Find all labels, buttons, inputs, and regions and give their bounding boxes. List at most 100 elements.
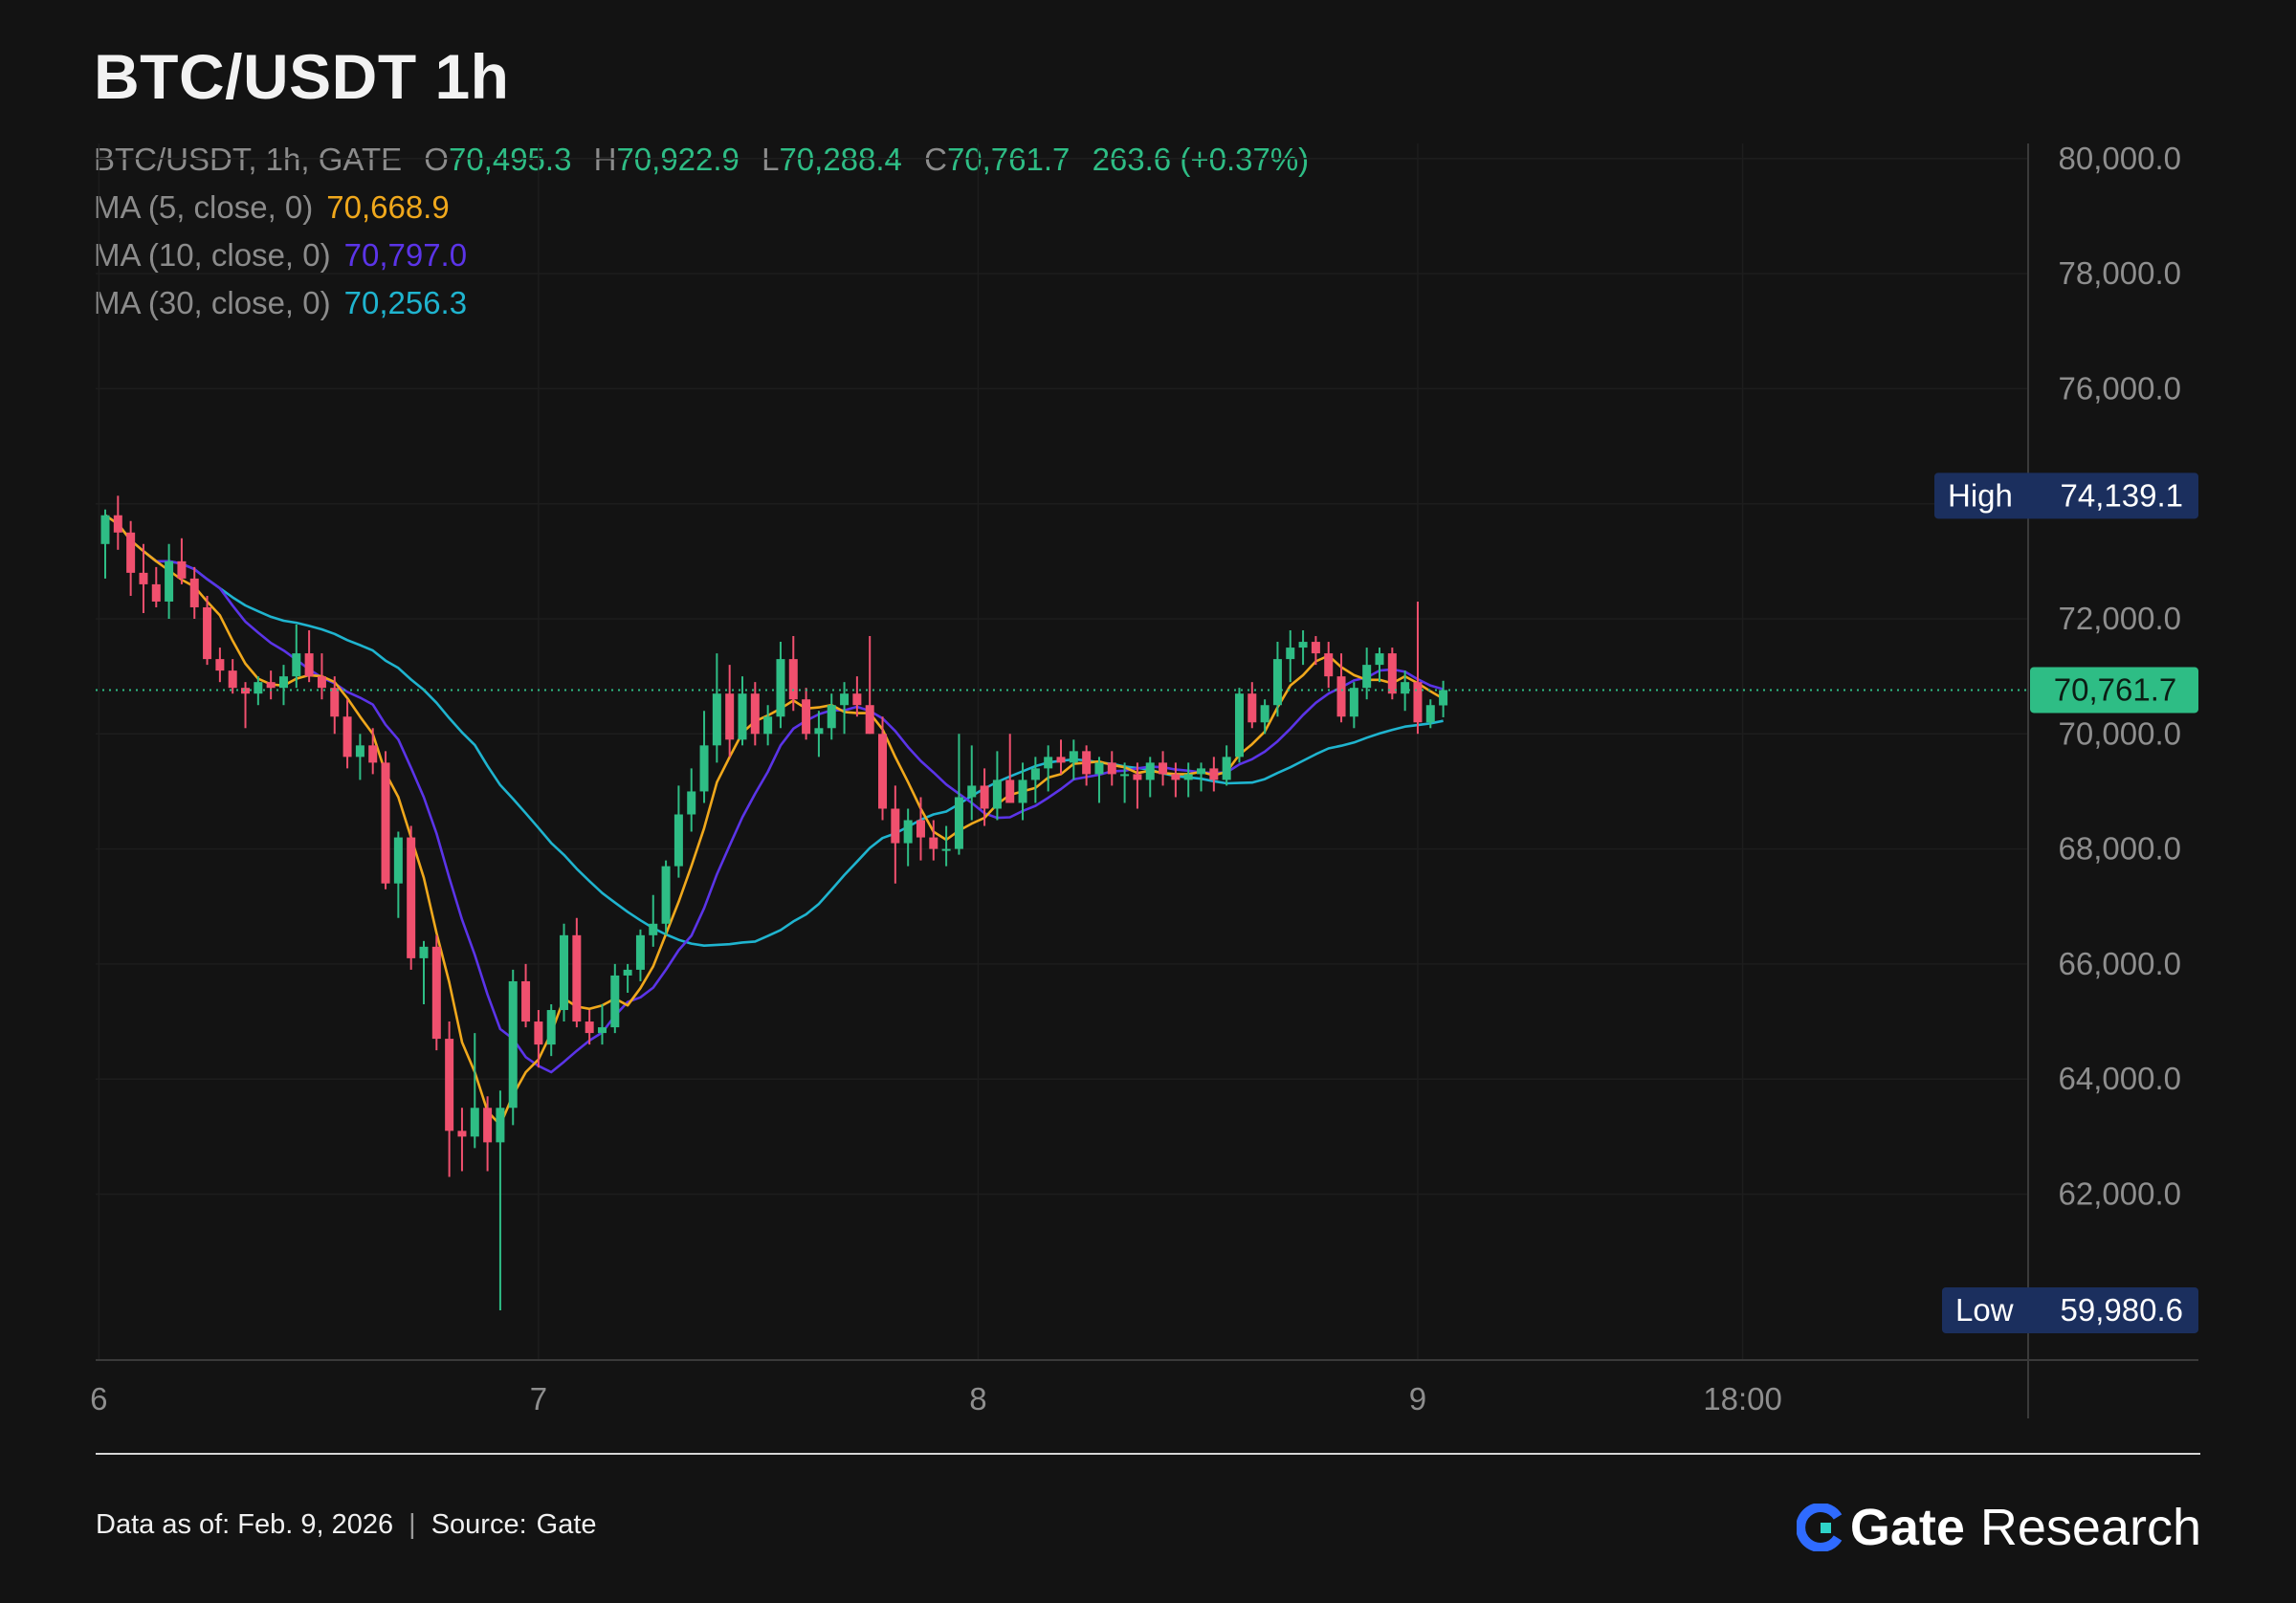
candle-up — [610, 975, 620, 1028]
last-price-value: 70,761.7 — [2054, 671, 2176, 707]
low-marker-value: 59,980.6 — [2061, 1292, 2183, 1328]
candle-up — [1375, 653, 1384, 666]
y-tick-label: 72,000.0 — [2059, 601, 2181, 636]
candle-down — [330, 688, 340, 717]
candle-down — [126, 532, 136, 573]
y-tick-label: 62,000.0 — [2059, 1176, 2181, 1212]
candle-down — [980, 785, 989, 809]
candle-down — [725, 693, 735, 740]
candle-down — [1311, 642, 1320, 654]
candle-down — [113, 515, 122, 533]
candle-up — [635, 934, 645, 970]
candle-up — [1425, 705, 1435, 723]
x-tick-label: 6 — [90, 1381, 107, 1416]
candle-down — [1324, 653, 1334, 677]
candle-down — [483, 1108, 493, 1143]
candle-up — [903, 820, 913, 844]
candle-down — [203, 606, 212, 660]
candle-down — [215, 659, 225, 671]
candle-down — [317, 676, 326, 689]
candle-up — [1044, 757, 1053, 769]
y-tick-label: 68,000.0 — [2059, 831, 2181, 867]
candle-up — [840, 693, 850, 706]
candle-up — [687, 791, 696, 815]
candle-down — [1082, 751, 1092, 775]
candle-up — [738, 693, 747, 740]
ma30-line — [104, 514, 1444, 948]
candle-up — [1234, 693, 1244, 758]
candle-up — [649, 923, 658, 935]
candle-up — [1030, 768, 1040, 780]
candle-down — [228, 670, 237, 689]
candle-down — [1171, 774, 1181, 780]
ma5-label: MA (5, close, 0) — [94, 189, 314, 225]
candle-up — [1298, 642, 1308, 648]
candle-up — [1401, 682, 1410, 694]
candle-up — [673, 814, 683, 867]
candle-down — [1056, 757, 1066, 763]
ma30-legend: MA (30, close, 0) 70,256.3 — [94, 285, 467, 321]
footer-source: Data as of: Feb. 9, 2026 | Source: Gate — [96, 1509, 597, 1541]
x-tick-label: 7 — [530, 1381, 547, 1416]
candlestick-chart[interactable]: 62,000.0 64,000.0 66,000.0 68,000.0 70,000.0… — [0, 0, 2296, 1454]
candle-up — [597, 1027, 607, 1034]
candle-up — [1222, 757, 1231, 780]
y-tick-label: 64,000.0 — [2059, 1061, 2181, 1096]
candle-down — [802, 699, 811, 735]
candle-up — [419, 946, 429, 958]
ma10-label: MA (10, close, 0) — [94, 237, 331, 273]
candle-up — [763, 716, 773, 735]
candle-down — [457, 1131, 467, 1137]
candle-up — [278, 676, 288, 689]
candle-up — [992, 780, 1002, 809]
candle-down — [1159, 762, 1168, 775]
source-label: Source: — [430, 1509, 527, 1540]
candle-up — [1349, 688, 1358, 717]
high-marker-label: High — [1948, 477, 2013, 513]
candle-up — [546, 1010, 556, 1045]
candle-up — [1362, 665, 1372, 689]
candle-down — [916, 820, 925, 838]
candle-up — [1197, 768, 1206, 775]
ma5-legend: MA (5, close, 0) 70,668.9 — [94, 189, 450, 226]
candle-down — [750, 693, 760, 735]
candle-down — [1209, 768, 1219, 780]
candle-up — [100, 515, 110, 544]
candle-up — [355, 745, 364, 758]
candle-down — [189, 578, 199, 607]
candle-up — [254, 682, 263, 694]
x-tick-label: 8 — [969, 1381, 986, 1416]
candle-up — [1272, 659, 1282, 706]
candle-up — [967, 785, 977, 798]
candle-up — [712, 693, 721, 746]
y-tick-label: 78,000.0 — [2059, 255, 2181, 291]
candle-up — [1286, 648, 1295, 660]
candle-down — [368, 745, 378, 763]
candle-up — [1145, 762, 1155, 780]
candle-up — [623, 969, 632, 976]
candle-up — [393, 837, 403, 884]
candle-up — [508, 980, 518, 1109]
candle-down — [304, 653, 314, 677]
x-tick-label: 9 — [1409, 1381, 1426, 1416]
brand-sub: Research — [1979, 1499, 2201, 1556]
candle-down — [381, 762, 390, 884]
candle-up — [496, 1108, 505, 1143]
candle-up — [661, 866, 671, 924]
y-tick-label: 70,000.0 — [2059, 715, 2181, 751]
candle-up — [560, 934, 569, 1011]
low-marker-label: Low — [1955, 1292, 2014, 1328]
candle-up — [776, 659, 785, 717]
candle-down — [241, 688, 251, 694]
candle-up — [941, 848, 951, 851]
candle-down — [1387, 653, 1397, 694]
candle-up — [1018, 780, 1027, 803]
candle-up — [1069, 751, 1078, 763]
candle-up — [470, 1108, 479, 1137]
candle-down — [1247, 693, 1257, 723]
high-marker — [1934, 472, 2198, 519]
high-marker-value: 74,139.1 — [2061, 477, 2183, 513]
candle-down — [1005, 780, 1015, 803]
y-tick-label: 76,000.0 — [2059, 370, 2181, 406]
